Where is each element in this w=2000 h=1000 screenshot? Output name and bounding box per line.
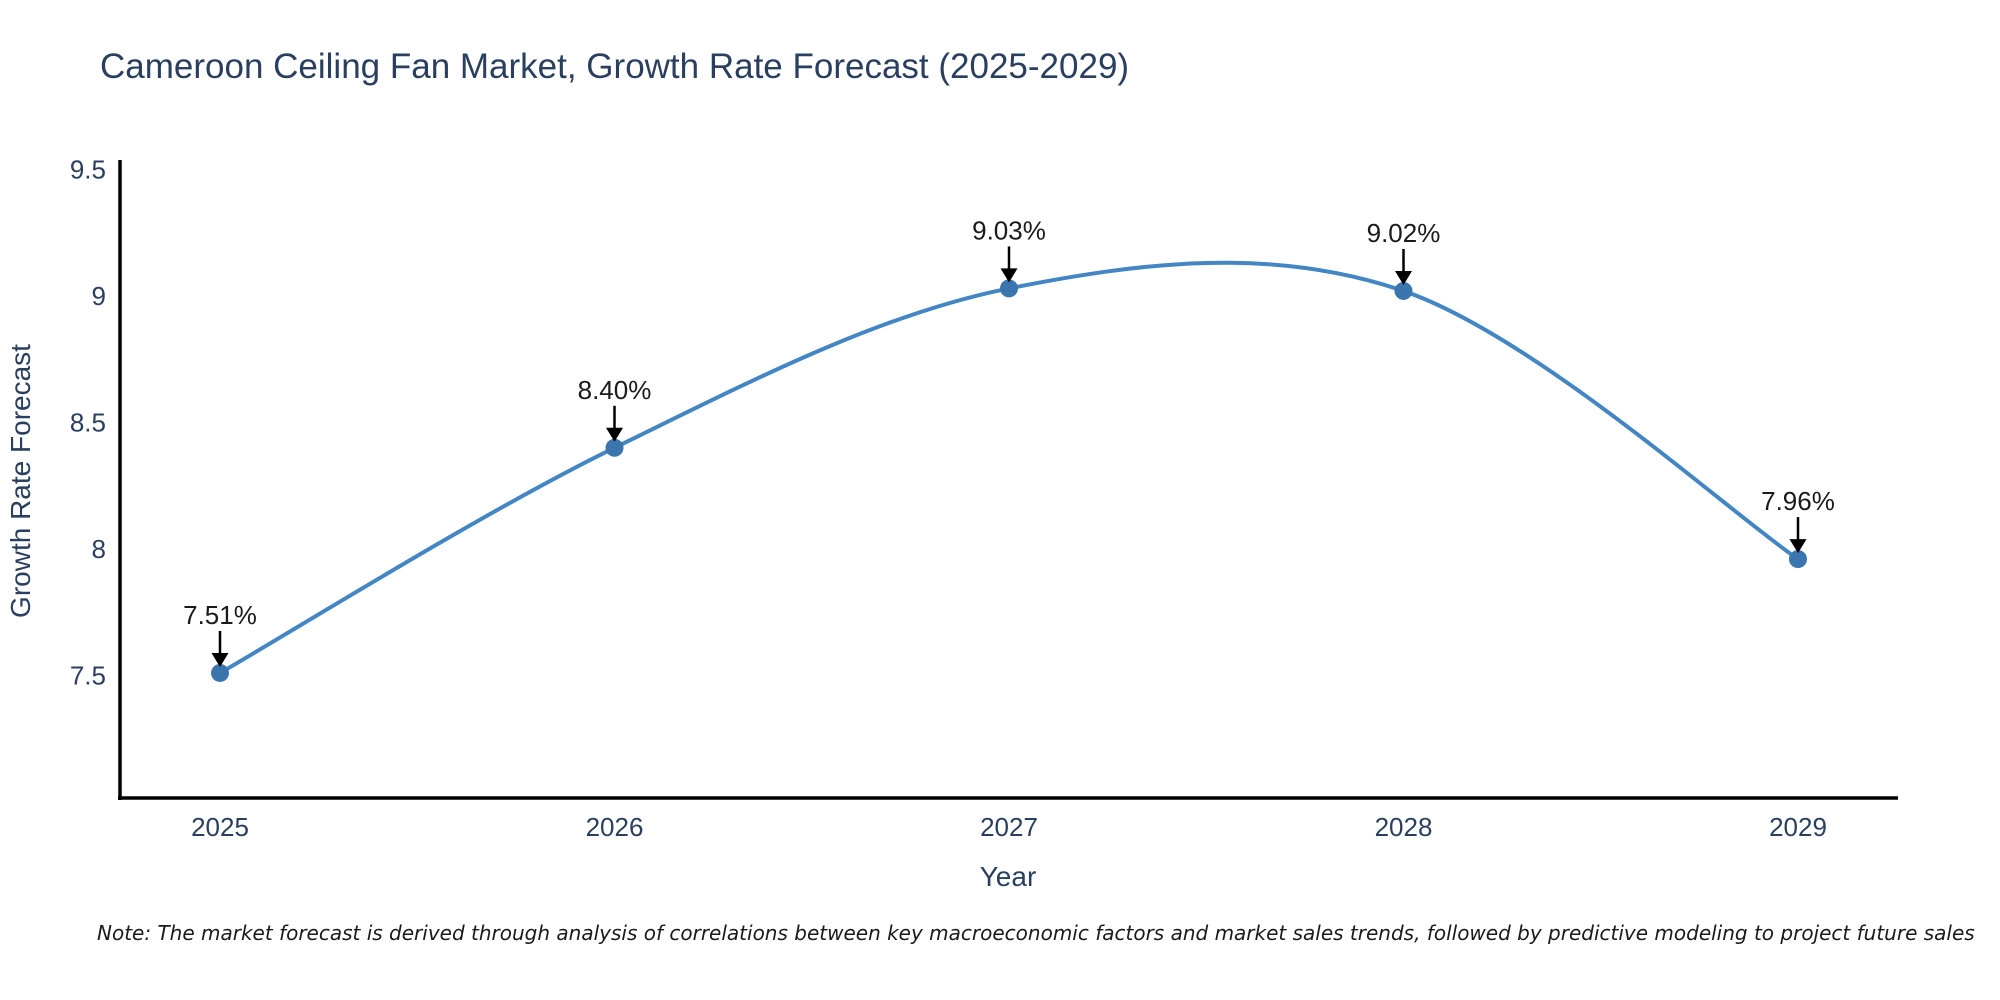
x-tick-label-2026: 2026 [586, 812, 644, 842]
annotation-arrowhead-icon [1789, 539, 1807, 554]
point-value-label-2029: 7.96% [1761, 486, 1835, 516]
chart-title: Cameroon Ceiling Fan Market, Growth Rate… [100, 47, 1129, 86]
annotation-arrowhead-icon [1395, 270, 1412, 285]
y-tick-label-8.5: 8.5 [70, 408, 106, 438]
data-point-2028 [1394, 281, 1413, 300]
data-point-2025 [211, 663, 229, 682]
data-point-2029 [1789, 550, 1807, 569]
y-axis-title: Growth Rate Forecast [5, 344, 36, 618]
y-tick-label-8: 8 [92, 534, 106, 564]
point-annotations: 7.51% 8.40% 9.03% 9.02% 7.96% [183, 215, 1835, 667]
data-point-markers [211, 279, 1807, 682]
point-value-label-2028: 9.02% [1367, 218, 1441, 248]
x-tick-label-2027: 2027 [980, 812, 1038, 842]
annotation-arrowhead-icon [1000, 268, 1018, 283]
x-axis-tick-labels: 2025 2026 2027 2028 2029 [191, 812, 1827, 842]
forecast-spline-line [218, 260, 1800, 675]
point-value-label-2027: 9.03% [972, 215, 1046, 245]
y-axis-tick-labels: 7.5 8 8.5 9 9.5 [70, 155, 106, 691]
annotation-arrowhead-icon [606, 427, 623, 442]
x-tick-label-2028: 2028 [1375, 812, 1433, 842]
data-point-2027 [1000, 279, 1018, 298]
y-tick-label-9: 9 [92, 281, 106, 311]
data-point-2026 [605, 438, 624, 457]
point-value-label-2025: 7.51% [183, 600, 257, 630]
y-tick-label-9.5: 9.5 [70, 155, 106, 185]
footnote: Note: The market forecast is derived thr… [97, 921, 1975, 945]
x-tick-label-2029: 2029 [1769, 812, 1827, 842]
annotation-arrowhead-icon [211, 652, 229, 667]
y-tick-label-7.5: 7.5 [70, 661, 106, 691]
x-axis-title: Year [980, 861, 1037, 892]
point-value-label-2026: 8.40% [578, 375, 652, 405]
x-tick-label-2025: 2025 [191, 812, 249, 842]
